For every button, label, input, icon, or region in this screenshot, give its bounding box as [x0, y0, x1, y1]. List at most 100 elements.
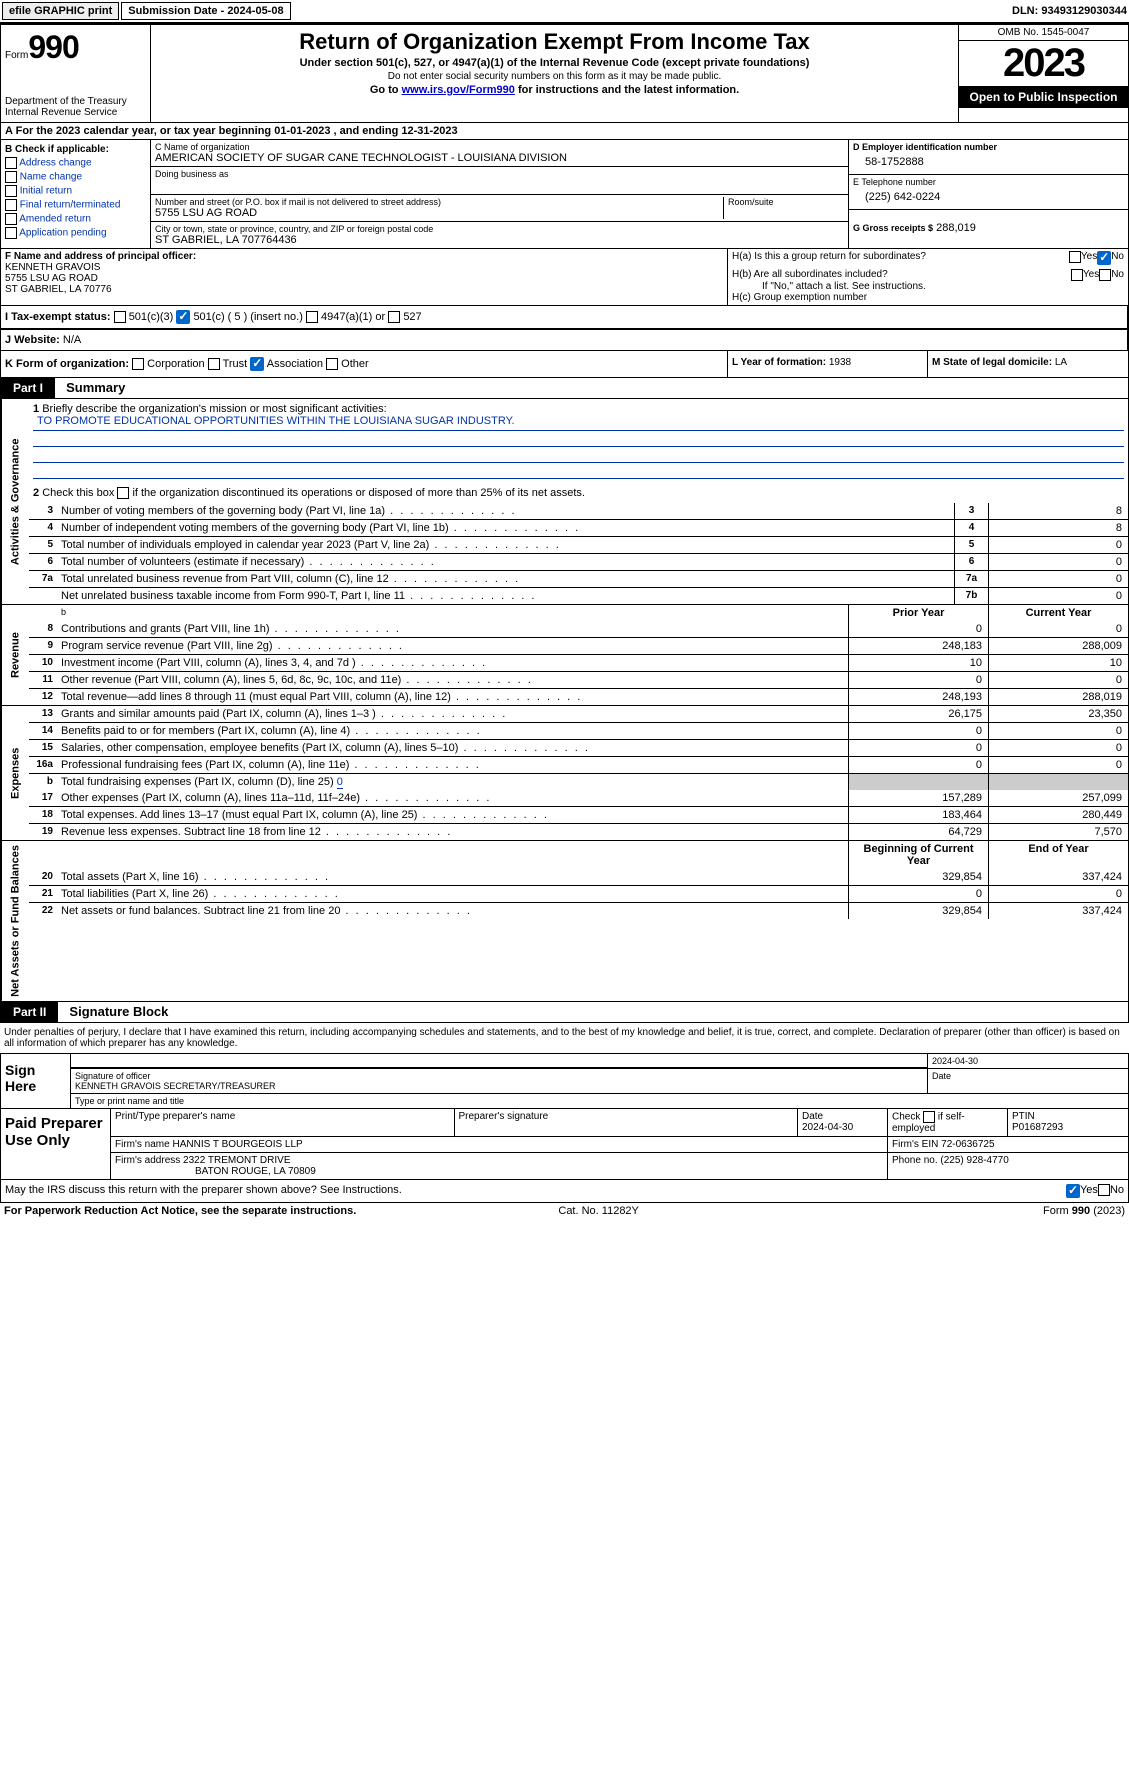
officer-label: F Name and address of principal officer: — [5, 251, 723, 262]
prior-header: Prior Year — [848, 605, 988, 621]
sign-date: 2024-04-30 — [932, 1056, 978, 1066]
form-subtitle-2: Do not enter social security numbers on … — [155, 71, 954, 82]
line12-current: 288,019 — [988, 689, 1128, 705]
sign-here-label: Sign Here — [1, 1054, 71, 1108]
addr-label: Number and street (or P.O. box if mail i… — [155, 197, 719, 207]
line22-current: 337,424 — [988, 903, 1128, 919]
form-link-line: Go to www.irs.gov/Form990 for instructio… — [155, 84, 954, 96]
tax-year: 2023 — [959, 41, 1128, 86]
cb-app-pending[interactable]: Application pending — [5, 227, 146, 239]
officer-addr1: 5755 LSU AG ROAD — [5, 273, 723, 284]
line2-text: Check this box if the organization disco… — [42, 487, 585, 499]
line12-prior: 248,193 — [848, 689, 988, 705]
j-row: J Website: N/A — [0, 330, 1129, 351]
end-header: End of Year — [988, 841, 1128, 869]
cb-name-change[interactable]: Name change — [5, 171, 146, 183]
revenue-section: Revenue b Prior Year Current Year 8Contr… — [0, 605, 1129, 706]
form-label: Form — [5, 50, 28, 61]
governance-section: Activities & Governance 1 Briefly descri… — [0, 399, 1129, 605]
ij-section: I Tax-exempt status: 501(c)(3) 501(c) ( … — [0, 306, 1129, 330]
ha-no-check — [1097, 251, 1111, 265]
line22-prior: 329,854 — [848, 903, 988, 919]
part1-label: Part I — [1, 378, 55, 398]
cb-initial-return[interactable]: Initial return — [5, 185, 146, 197]
line18-prior: 183,464 — [848, 807, 988, 823]
footer-left: For Paperwork Reduction Act Notice, see … — [4, 1205, 356, 1217]
line11-current: 0 — [988, 672, 1128, 688]
line14-prior: 0 — [848, 723, 988, 739]
line8-prior: 0 — [848, 621, 988, 637]
line7a-value: 0 — [988, 571, 1128, 587]
room-label: Room/suite — [728, 197, 844, 207]
firm-addr2: BATON ROUGE, LA 70809 — [115, 1166, 316, 1177]
klm-section: K Form of organization: Corporation Trus… — [0, 351, 1129, 378]
line-j-label: J Website: — [5, 334, 60, 346]
ha-label: H(a) Is this a group return for subordin… — [732, 251, 1069, 265]
efile-button[interactable]: efile GRAPHIC print — [2, 2, 119, 20]
line18-current: 280,449 — [988, 807, 1128, 823]
officer-addr2: ST GABRIEL, LA 70776 — [5, 284, 723, 295]
page-footer: For Paperwork Reduction Act Notice, see … — [0, 1203, 1129, 1219]
line8-current: 0 — [988, 621, 1128, 637]
perjury-text: Under penalties of perjury, I declare th… — [0, 1023, 1129, 1053]
gov-side-label: Activities & Governance — [1, 399, 29, 604]
col-c: C Name of organization AMERICAN SOCIETY … — [151, 140, 848, 248]
mission-text: TO PROMOTE EDUCATIONAL OPPORTUNITIES WIT… — [33, 415, 1124, 431]
org-name-label: C Name of organization — [155, 142, 844, 152]
officer-sig-name: KENNETH GRAVOIS SECRETARY/TREASURER — [75, 1081, 923, 1091]
col-d: D Employer identification number 58-1752… — [848, 140, 1128, 248]
omb-number: OMB No. 1545-0047 — [959, 25, 1128, 41]
footer-cat: Cat. No. 11282Y — [558, 1205, 639, 1217]
hb-note: If "No," attach a list. See instructions… — [732, 281, 1124, 292]
city-state-zip: ST GABRIEL, LA 707764436 — [155, 234, 844, 246]
line1-label: Briefly describe the organization's miss… — [42, 403, 386, 415]
line5-value: 0 — [988, 537, 1128, 553]
line10-current: 10 — [988, 655, 1128, 671]
line7b-value: 0 — [988, 588, 1128, 604]
open-inspection: Open to Public Inspection — [959, 86, 1128, 108]
fh-section: F Name and address of principal officer:… — [0, 249, 1129, 306]
col-b-header: B Check if applicable: — [5, 144, 146, 155]
line3-value: 8 — [988, 503, 1128, 519]
form-number: 990 — [28, 29, 78, 65]
hc-label: H(c) Group exemption number — [732, 292, 1124, 303]
ein: 58-1752888 — [853, 152, 1124, 172]
prep-date: 2024-04-30 — [802, 1122, 853, 1133]
line-i-label: I Tax-exempt status: — [5, 311, 111, 323]
sign-section: Sign Here 2024-04-30 Signature of office… — [0, 1053, 1129, 1109]
discuss-yes-check — [1066, 1184, 1080, 1198]
501c5-check — [176, 310, 190, 324]
line20-prior: 329,854 — [848, 869, 988, 885]
line15-prior: 0 — [848, 740, 988, 756]
current-header: Current Year — [988, 605, 1128, 621]
line-a: A For the 2023 calendar year, or tax yea… — [0, 123, 1129, 140]
line13-current: 23,350 — [988, 706, 1128, 722]
line4-value: 8 — [988, 520, 1128, 536]
line21-prior: 0 — [848, 886, 988, 902]
line15-current: 0 — [988, 740, 1128, 756]
cb-address-change[interactable]: Address change — [5, 157, 146, 169]
discuss-text: May the IRS discuss this return with the… — [5, 1184, 1066, 1198]
paid-preparer-label: Paid Preparer Use Only — [1, 1109, 111, 1179]
firm-ein: 72-0636725 — [941, 1139, 994, 1150]
preparer-section: Paid Preparer Use Only Print/Type prepar… — [0, 1109, 1129, 1180]
cb-final-return[interactable]: Final return/terminated — [5, 199, 146, 211]
state-domicile: LA — [1055, 357, 1067, 368]
hb-label: H(b) Are all subordinates included? — [732, 269, 1071, 281]
firm-name: HANNIS T BOURGEOIS LLP — [172, 1139, 302, 1150]
line9-prior: 248,183 — [848, 638, 988, 654]
part2-label: Part II — [1, 1002, 58, 1022]
org-name: AMERICAN SOCIETY OF SUGAR CANE TECHNOLOG… — [155, 152, 844, 164]
line19-current: 7,570 — [988, 824, 1128, 840]
line19-prior: 64,729 — [848, 824, 988, 840]
firm-phone: (225) 928-4770 — [940, 1155, 1008, 1166]
dba-label: Doing business as — [155, 169, 844, 179]
irs-link[interactable]: www.irs.gov/Form990 — [402, 84, 515, 96]
line17-current: 257,099 — [988, 790, 1128, 806]
begin-header: Beginning of Current Year — [848, 841, 988, 869]
gross-label: G Gross receipts $ — [853, 223, 933, 233]
cb-amended[interactable]: Amended return — [5, 213, 146, 225]
line-k-label: K Form of organization: — [5, 358, 129, 370]
expenses-section: Expenses 13Grants and similar amounts pa… — [0, 706, 1129, 841]
line16a-current: 0 — [988, 757, 1128, 773]
